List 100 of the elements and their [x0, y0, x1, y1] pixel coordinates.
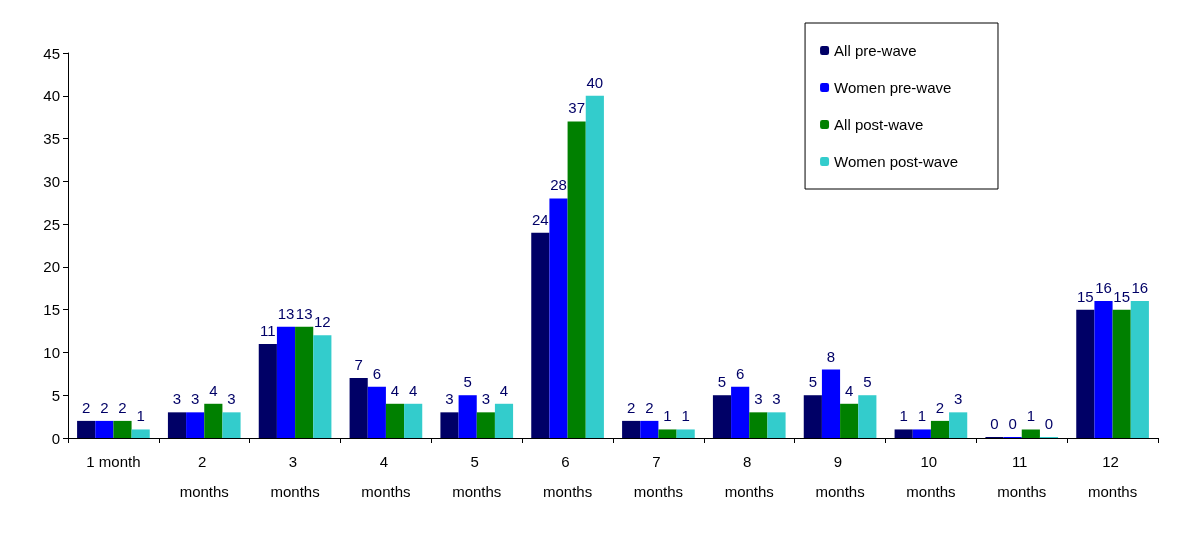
x-tick-label: 5 months [452, 452, 502, 500]
bar [549, 198, 568, 438]
x-tick-label: 12 months [1087, 452, 1138, 500]
bar [258, 343, 277, 438]
bar [313, 335, 332, 438]
y-tick-label: 0 [51, 429, 60, 447]
data-label: 5 [808, 373, 818, 391]
data-label: 3 [754, 390, 763, 408]
data-label: 4 [499, 381, 509, 399]
bar [385, 403, 405, 438]
data-label: 1 [1026, 407, 1036, 425]
data-label: 8 [826, 347, 836, 365]
x-tick-label: 7 months [633, 452, 684, 500]
x-tick-label: 10 months [906, 452, 956, 500]
x-tick-label: 11 months [997, 452, 1047, 500]
x-tick-label: 1 month [86, 452, 141, 470]
data-label: 13 [277, 304, 295, 322]
data-label: 5 [463, 373, 472, 391]
data-label: 1 [136, 407, 145, 425]
data-label: 24 [531, 210, 549, 228]
bar [131, 429, 150, 438]
data-label: 2 [626, 398, 636, 416]
data-label: 4 [844, 381, 854, 399]
legend-label: Women post-wave [834, 153, 959, 170]
bar [349, 378, 368, 438]
data-label: 1 [899, 407, 908, 425]
bar [1130, 301, 1149, 438]
data-label: 12 [313, 313, 331, 331]
bar [113, 420, 132, 438]
y-tick-label: 20 [43, 258, 60, 276]
bar [404, 403, 423, 438]
bar [367, 386, 386, 438]
data-label: 15 [1076, 287, 1094, 305]
bar [658, 429, 677, 438]
data-label: 3 [953, 390, 963, 408]
bar [767, 412, 786, 438]
legend-label: Women pre-wave [834, 79, 952, 96]
bar [731, 386, 750, 438]
bar [95, 420, 114, 438]
bar [440, 412, 459, 438]
legend-label: All pre-wave [834, 42, 917, 59]
y-tick-label: 40 [43, 87, 60, 105]
bar [458, 395, 477, 438]
bar [476, 412, 495, 438]
bar [1094, 301, 1113, 438]
data-label: 16 [1095, 279, 1112, 297]
data-label: 2 [81, 398, 91, 416]
bar [167, 412, 187, 438]
bar [749, 412, 768, 438]
bar [222, 412, 241, 438]
data-label: 0 [990, 415, 999, 432]
y-tick-label: 15 [43, 301, 60, 319]
data-label: 3 [172, 390, 182, 408]
bar [712, 395, 732, 438]
data-label: 6 [372, 364, 382, 382]
data-label: 5 [717, 373, 727, 391]
y-tick-label: 30 [43, 172, 60, 190]
bar [803, 395, 822, 438]
data-label: 3 [772, 390, 781, 408]
bar [186, 412, 205, 438]
bar [912, 429, 931, 438]
bar [840, 403, 859, 438]
data-label: 3 [481, 390, 491, 408]
data-label: 40 [586, 73, 604, 91]
y-tick-label: 5 [51, 386, 60, 404]
legend-label: All post-wave [834, 116, 924, 133]
data-label: 6 [735, 364, 745, 382]
bar [949, 412, 968, 438]
data-label: 11 [260, 321, 276, 339]
data-label: 5 [863, 373, 872, 391]
data-label: 16 [1131, 279, 1149, 297]
data-label: 37 [568, 99, 586, 117]
bar [531, 232, 550, 438]
bar [567, 121, 586, 438]
bar [295, 326, 314, 438]
data-label: 4 [408, 381, 418, 399]
x-tick-label: 3 months [270, 452, 320, 500]
bar [77, 420, 96, 438]
x-tick-label: 4 months [361, 452, 411, 500]
bar [640, 420, 659, 438]
x-tick-label: 2 months [179, 452, 229, 500]
data-label: 1 [681, 407, 690, 425]
data-label: 2 [118, 398, 127, 416]
data-label: 15 [1113, 287, 1131, 305]
data-label: 2 [100, 398, 109, 416]
x-tick-label: 6 months [542, 452, 593, 500]
bar [858, 395, 877, 438]
data-label: 3 [190, 390, 200, 408]
data-label: 13 [295, 304, 313, 322]
x-tick-label: 9 months [815, 452, 865, 500]
bar [821, 369, 841, 438]
data-label: 2 [935, 398, 945, 416]
bar [622, 420, 641, 438]
data-label: 4 [390, 381, 400, 399]
x-tick-label: 8 months [724, 452, 774, 500]
bar [204, 403, 223, 438]
bar [276, 326, 296, 438]
data-label: 3 [227, 390, 236, 408]
data-label: 28 [550, 176, 567, 194]
bar [676, 429, 695, 438]
